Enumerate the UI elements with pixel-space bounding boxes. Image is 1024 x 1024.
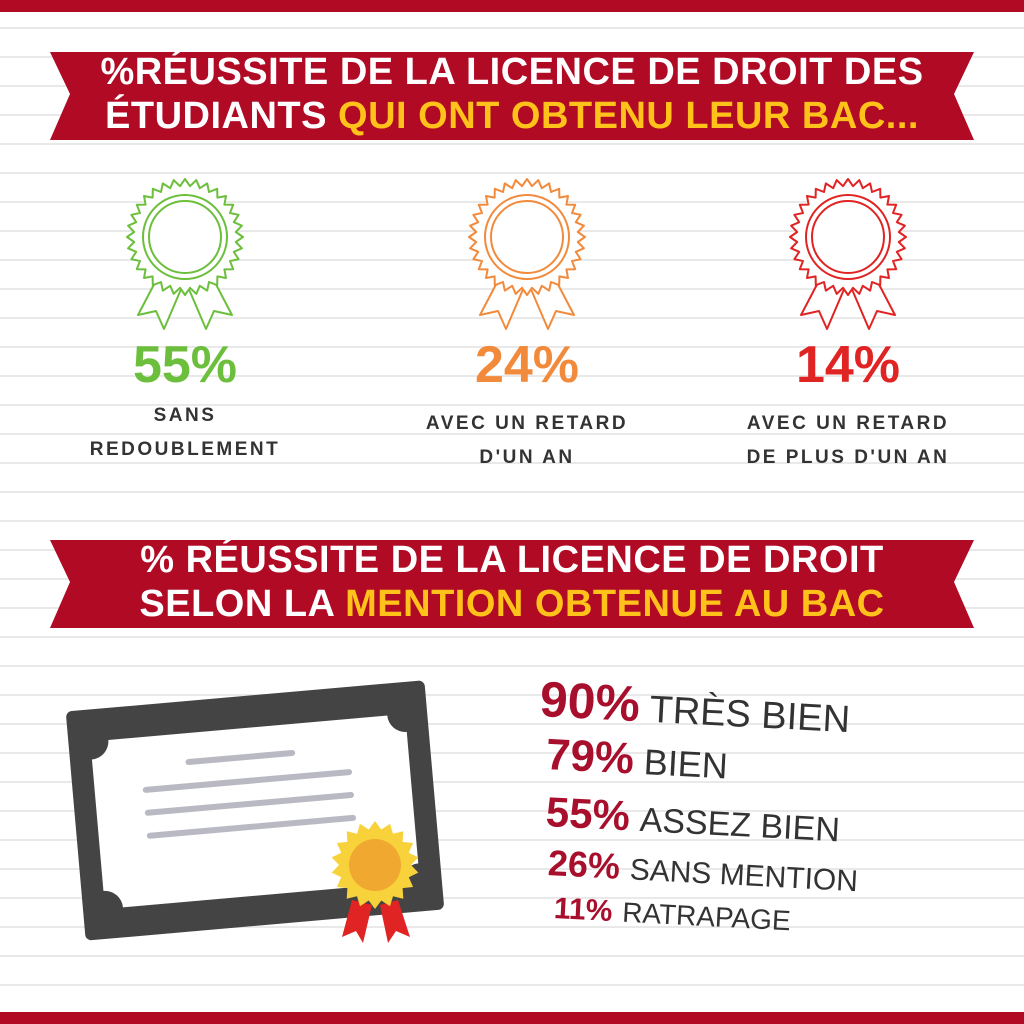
mention-percent: 26% xyxy=(546,842,622,887)
award-more-than-one-year-delay: 14% AVEC UN RETARD DE PLUS D'UN AN xyxy=(718,175,978,475)
banner-line-2: SELON LA MENTION OBTENUE AU BAC xyxy=(40,582,984,626)
mention-percent: 55% xyxy=(544,788,632,840)
mention-percent: 11% xyxy=(553,892,614,929)
banner-line-2-highlight: QUI ONT OBTENU LEUR BAC... xyxy=(338,95,919,137)
banner-title: % RÉUSSITE DE LA LICENCE DE DROIT SELON … xyxy=(40,538,984,626)
award-label-line-1: AVEC UN RETARD xyxy=(425,413,629,434)
award-label-line-1: AVEC UN RETARD xyxy=(746,413,950,434)
award-ribbon-icon xyxy=(789,178,907,330)
top-border xyxy=(0,0,1024,12)
mention-label: TRÈS BIEN xyxy=(648,688,852,742)
mention-label: RATRAPAGE xyxy=(621,896,792,937)
award-percent: 24% xyxy=(474,336,580,394)
award-label-line-1: SANS xyxy=(153,405,217,426)
banner-line-2-highlight: MENTION OBTENUE AU BAC xyxy=(345,583,885,625)
ribbon-shape xyxy=(50,540,974,628)
award-label-line-2: REDOUBLEMENT xyxy=(89,439,281,460)
award-one-year-delay: 24% AVEC UN RETARD D'UN AN xyxy=(397,175,657,475)
award-no-repeat: 55% SANS REDOUBLEMENT xyxy=(55,175,315,467)
bottom-border xyxy=(0,1012,1024,1024)
list-item: 79% BIEN xyxy=(545,730,729,789)
award-label-line-2: D'UN AN xyxy=(479,447,575,468)
award-ribbon-icon xyxy=(468,178,586,330)
diploma-certificate-icon xyxy=(66,680,444,943)
mention-percent: 79% xyxy=(544,730,636,784)
award-label-line-2: DE PLUS D'UN AN xyxy=(746,447,950,468)
mention-percent: 90% xyxy=(538,671,642,733)
ribbon-shape xyxy=(50,52,974,140)
award-ribbon-icon xyxy=(126,178,244,330)
header-banner-bac-delay: %RÉUSSITE DE LA LICENCE DE DROIT DES ÉTU… xyxy=(40,44,984,144)
seal-icon xyxy=(331,821,419,943)
mention-label: BIEN xyxy=(642,741,729,787)
header-banner-bac-mention: % RÉUSSITE DE LA LICENCE DE DROIT SELON … xyxy=(40,532,984,632)
award-percent: 14% xyxy=(795,336,901,394)
banner-line-1: % RÉUSSITE DE LA LICENCE DE DROIT xyxy=(140,539,884,581)
mention-label: ASSEZ BIEN xyxy=(638,800,841,850)
banner-line-2: ÉTUDIANTS QUI ONT OBTENU LEUR BAC... xyxy=(40,94,984,138)
award-label: SANS REDOUBLEMENT xyxy=(55,399,315,467)
banner-title: %RÉUSSITE DE LA LICENCE DE DROIT DES ÉTU… xyxy=(40,50,984,138)
banner-line-2-white: ÉTUDIANTS xyxy=(105,95,339,137)
award-label: AVEC UN RETARD DE PLUS D'UN AN xyxy=(718,407,978,475)
award-label: AVEC UN RETARD D'UN AN xyxy=(397,407,657,475)
award-percent: 55% xyxy=(132,336,238,394)
banner-line-1: %RÉUSSITE DE LA LICENCE DE DROIT DES xyxy=(100,51,924,93)
banner-line-2-white: SELON LA xyxy=(139,583,346,625)
